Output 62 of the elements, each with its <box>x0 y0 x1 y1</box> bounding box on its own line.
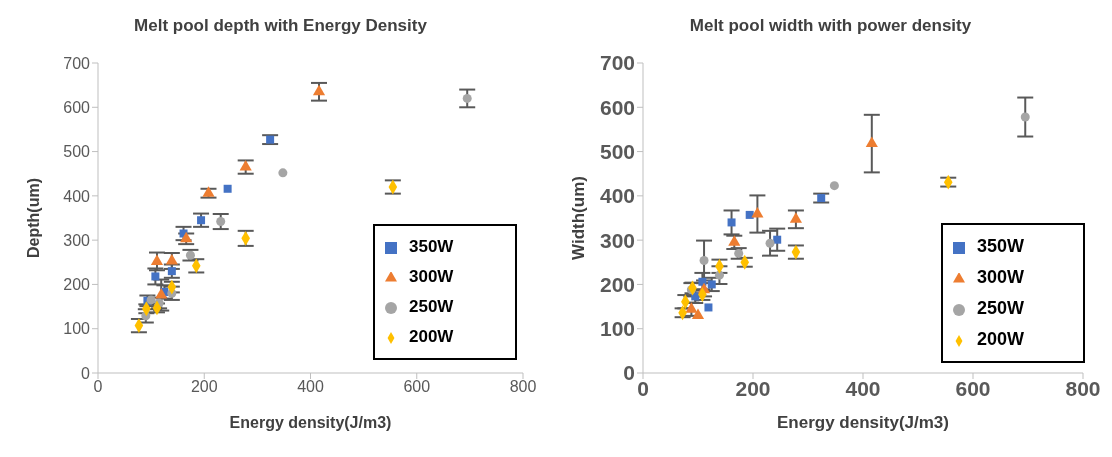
y-tick-label: 700 <box>63 54 91 72</box>
point <box>865 136 878 148</box>
x-tick-label: 600 <box>403 378 431 396</box>
point <box>462 93 472 103</box>
legend-label: 200W <box>409 327 454 346</box>
y-tick-label: 400 <box>599 184 635 208</box>
y-axis-title: Depth(um) <box>24 178 42 258</box>
y-tick-label: 200 <box>63 276 91 294</box>
x-tick-label: 600 <box>955 376 991 400</box>
point <box>151 272 160 281</box>
point <box>239 160 252 171</box>
legend-label: 250W <box>409 297 454 316</box>
legend-label: 350W <box>409 237 454 256</box>
x-tick-label: 200 <box>735 376 771 400</box>
x-tick-label: 200 <box>190 378 218 396</box>
y-tick-label: 300 <box>63 231 91 249</box>
point <box>707 280 716 289</box>
y-tick-label: 500 <box>599 140 635 164</box>
y-tick-label: 600 <box>63 98 91 116</box>
y-tick-label: 0 <box>81 364 91 382</box>
point <box>155 288 168 299</box>
point <box>216 217 226 227</box>
point <box>727 218 736 227</box>
point <box>751 207 764 218</box>
legend-label: 200W <box>977 329 1025 349</box>
x-axis-title: Energy density(J/m3) <box>229 414 392 431</box>
y-tick-label: 200 <box>599 272 635 296</box>
x-tick-label: 800 <box>509 378 537 396</box>
x-tick-label: 800 <box>1065 376 1101 400</box>
y-tick-label: 300 <box>599 228 635 252</box>
point <box>734 248 744 258</box>
point <box>223 184 232 193</box>
y-tick-label: 400 <box>63 187 91 205</box>
point <box>704 303 713 312</box>
legend-label: 300W <box>409 267 454 286</box>
point <box>278 168 288 178</box>
y-tick-label: 500 <box>63 143 91 161</box>
legend-label: 300W <box>977 267 1025 287</box>
point <box>167 267 176 276</box>
point <box>699 256 709 266</box>
point <box>773 235 782 244</box>
y-axis-title: Width(um) <box>569 176 589 260</box>
point <box>698 277 707 286</box>
x-tick-label: 400 <box>845 376 881 400</box>
point <box>829 181 839 191</box>
y-tick-label: 100 <box>599 317 635 341</box>
legend-label: 350W <box>977 236 1025 256</box>
y-tick-label: 100 <box>63 320 91 338</box>
y-tick-label: 700 <box>599 51 635 75</box>
x-axis-title: Energy density(J/m3) <box>777 413 949 432</box>
x-tick-label: 0 <box>93 378 103 396</box>
legend-label: 250W <box>977 298 1025 318</box>
chart-title: Melt pool depth with Energy Density <box>133 16 428 36</box>
point <box>765 238 775 248</box>
point <box>197 216 206 225</box>
y-tick-label: 600 <box>599 95 635 119</box>
point <box>1020 112 1030 122</box>
chart-title: Melt pool width with power density <box>688 16 973 36</box>
point <box>312 84 326 96</box>
point <box>789 212 802 223</box>
x-tick-label: 400 <box>297 378 324 396</box>
point <box>691 308 705 319</box>
